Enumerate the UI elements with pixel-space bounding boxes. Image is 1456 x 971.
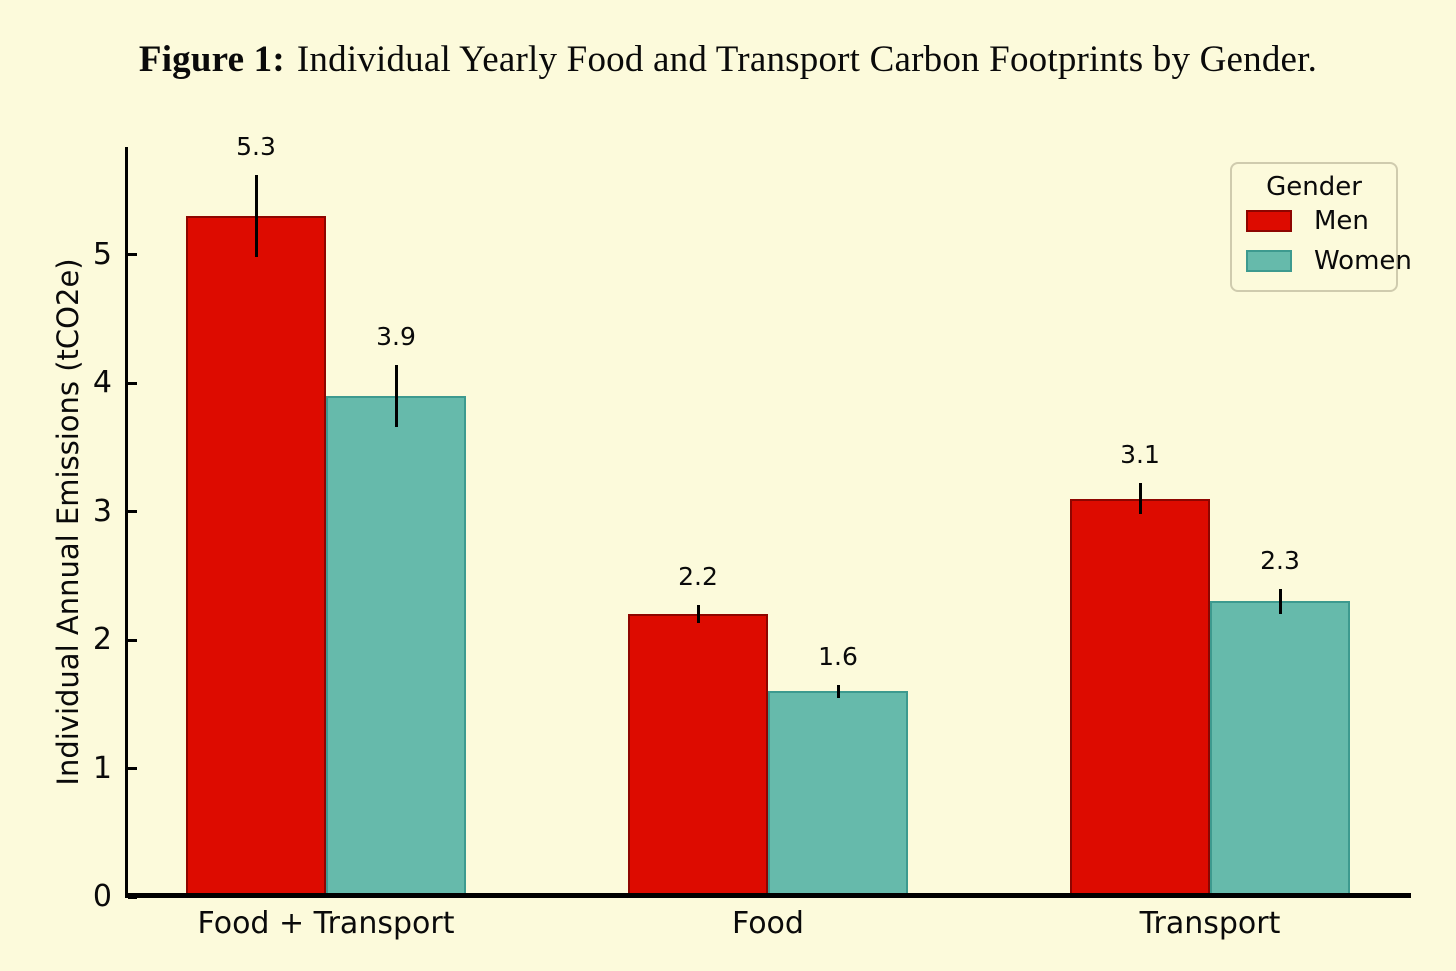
legend-label-women: Women: [1314, 246, 1412, 276]
value-label-women-food-transport: 3.9: [376, 322, 416, 351]
error-bar-women-food: [836, 684, 840, 698]
legend-label-men: Men: [1314, 206, 1369, 236]
bar-women-food: [768, 691, 908, 897]
legend-item-women: Women: [1246, 246, 1412, 276]
legend-item-men: Men: [1246, 206, 1396, 236]
error-bar-women-transport: [1278, 588, 1282, 615]
x-tick-label-food: Food: [732, 906, 804, 941]
y-tick-mark: [128, 253, 137, 256]
legend-swatch-women: [1246, 250, 1292, 272]
legend: Gender Men Women: [1230, 162, 1412, 292]
error-bar-men-food: [696, 605, 700, 624]
y-tick-label: 5: [92, 236, 112, 272]
figure-title: Figure 1: Individual Yearly Food and Tran…: [0, 38, 1456, 81]
bar-men-food: [628, 614, 768, 897]
figure-caption-prefix: Figure 1:: [138, 39, 285, 80]
error-bar-men-transport: [1138, 483, 1142, 515]
bar-men-food-transport: [186, 215, 326, 897]
error-bar-women-food-transport: [394, 365, 398, 427]
figure-caption-text: Individual Yearly Food and Transport Car…: [296, 39, 1318, 80]
bar-women-food-transport: [326, 395, 466, 897]
legend-rows: Men Women: [1232, 206, 1412, 276]
error-bar-men-food-transport: [254, 174, 258, 258]
y-tick-label: 4: [92, 365, 112, 400]
y-tick-label: 3: [92, 493, 112, 529]
y-tick-mark: [128, 381, 137, 385]
bar-men-transport: [1070, 498, 1210, 897]
y-tick-label: 0: [92, 879, 112, 914]
value-label-women-food: 1.6: [818, 641, 858, 671]
x-axis-line: [125, 893, 1411, 898]
y-axis-spine: [125, 147, 128, 897]
legend-swatch-men: [1246, 210, 1292, 232]
y-tick-label: 1: [92, 750, 112, 786]
x-tick-label-transport: Transport: [1139, 906, 1281, 941]
y-tick-mark: [128, 638, 137, 642]
value-label-women-transport: 2.3: [1260, 545, 1300, 575]
bar-women-transport: [1210, 601, 1350, 897]
x-tick-label-food-transport: Food + Transport: [197, 906, 455, 941]
value-label-men-food: 2.2: [678, 562, 718, 592]
y-tick-mark: [128, 767, 137, 770]
legend-title: Gender: [1266, 172, 1362, 202]
value-label-men-transport: 3.1: [1120, 440, 1160, 470]
value-label-men-food-transport: 5.3: [236, 131, 276, 161]
y-tick-label: 2: [92, 622, 112, 657]
y-tick-mark: [128, 510, 137, 513]
